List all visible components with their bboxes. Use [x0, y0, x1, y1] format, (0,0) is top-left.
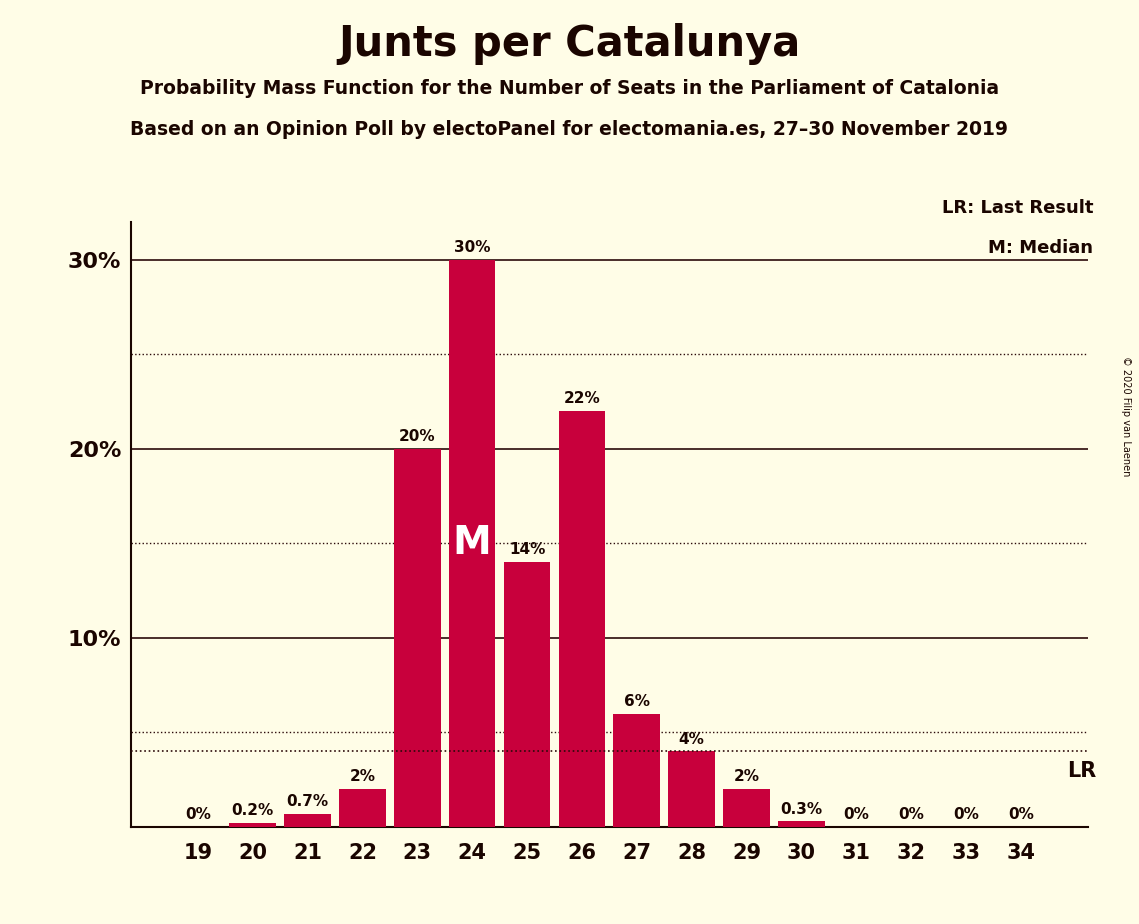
Bar	[503, 562, 550, 827]
Bar	[394, 449, 441, 827]
Bar	[558, 411, 605, 827]
Text: Probability Mass Function for the Number of Seats in the Parliament of Catalonia: Probability Mass Function for the Number…	[140, 79, 999, 98]
Text: 0.3%: 0.3%	[780, 802, 822, 817]
Text: 30%: 30%	[454, 240, 491, 255]
Text: 0%: 0%	[953, 808, 980, 822]
Bar	[285, 814, 330, 827]
Bar	[614, 713, 661, 827]
Bar	[723, 789, 770, 827]
Bar	[229, 823, 276, 827]
Text: 14%: 14%	[509, 542, 546, 557]
Text: © 2020 Filip van Laenen: © 2020 Filip van Laenen	[1121, 356, 1131, 476]
Text: LR: LR	[1067, 760, 1097, 781]
Text: 4%: 4%	[679, 732, 705, 747]
Text: 22%: 22%	[564, 391, 600, 407]
Text: 0%: 0%	[843, 808, 869, 822]
Bar	[339, 789, 386, 827]
Text: 6%: 6%	[624, 694, 650, 709]
Text: M: M	[453, 524, 492, 563]
Text: 0.7%: 0.7%	[287, 794, 329, 809]
Text: 0%: 0%	[899, 808, 924, 822]
Bar	[449, 260, 495, 827]
Text: 2%: 2%	[734, 770, 760, 784]
Text: Junts per Catalunya: Junts per Catalunya	[338, 23, 801, 65]
Text: 0%: 0%	[1008, 808, 1034, 822]
Text: LR: Last Result: LR: Last Result	[942, 200, 1093, 217]
Text: 0.2%: 0.2%	[231, 804, 273, 819]
Bar	[669, 751, 715, 827]
Text: 20%: 20%	[399, 429, 435, 444]
Bar	[778, 821, 825, 827]
Text: 2%: 2%	[350, 770, 376, 784]
Text: M: Median: M: Median	[989, 239, 1093, 257]
Text: 0%: 0%	[185, 808, 211, 822]
Text: Based on an Opinion Poll by electoPanel for electomania.es, 27–30 November 2019: Based on an Opinion Poll by electoPanel …	[131, 120, 1008, 140]
